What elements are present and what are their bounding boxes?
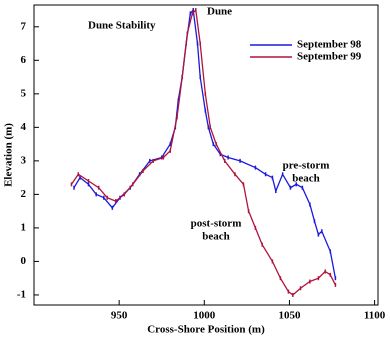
annotation: pre-storm: [283, 160, 330, 172]
legend-label: September 98: [297, 39, 362, 51]
annotation: post-storm: [191, 218, 242, 230]
x-tick-label: 950: [111, 310, 128, 322]
y-tick-label: 5: [21, 87, 27, 99]
annotation: beach: [202, 231, 230, 243]
x-axis-label: Cross-Shore Position (m): [147, 324, 265, 336]
annotation: beach: [292, 173, 320, 185]
x-tick-label: 1100: [364, 310, 386, 322]
y-tick-label: 2: [21, 188, 27, 200]
y-tick-label: 4: [21, 121, 27, 133]
y-tick-label: 6: [21, 54, 27, 66]
y-tick-label: 7: [21, 20, 27, 32]
x-tick-label: 1050: [278, 310, 301, 322]
y-tick-label: 3: [21, 154, 27, 166]
plot-frame: [33, 4, 379, 306]
chart-title: Dune Stability: [88, 20, 156, 32]
y-tick-label: 0: [21, 255, 27, 267]
y-tick-label: 1: [21, 221, 27, 233]
x-tick-label: 1000: [193, 310, 216, 322]
annotation: Dune: [207, 6, 232, 18]
legend-label: September 99: [297, 51, 362, 63]
series-line: [70, 8, 336, 296]
y-axis-label: Elevation (m): [3, 123, 15, 187]
y-tick-label: -1: [17, 288, 26, 300]
